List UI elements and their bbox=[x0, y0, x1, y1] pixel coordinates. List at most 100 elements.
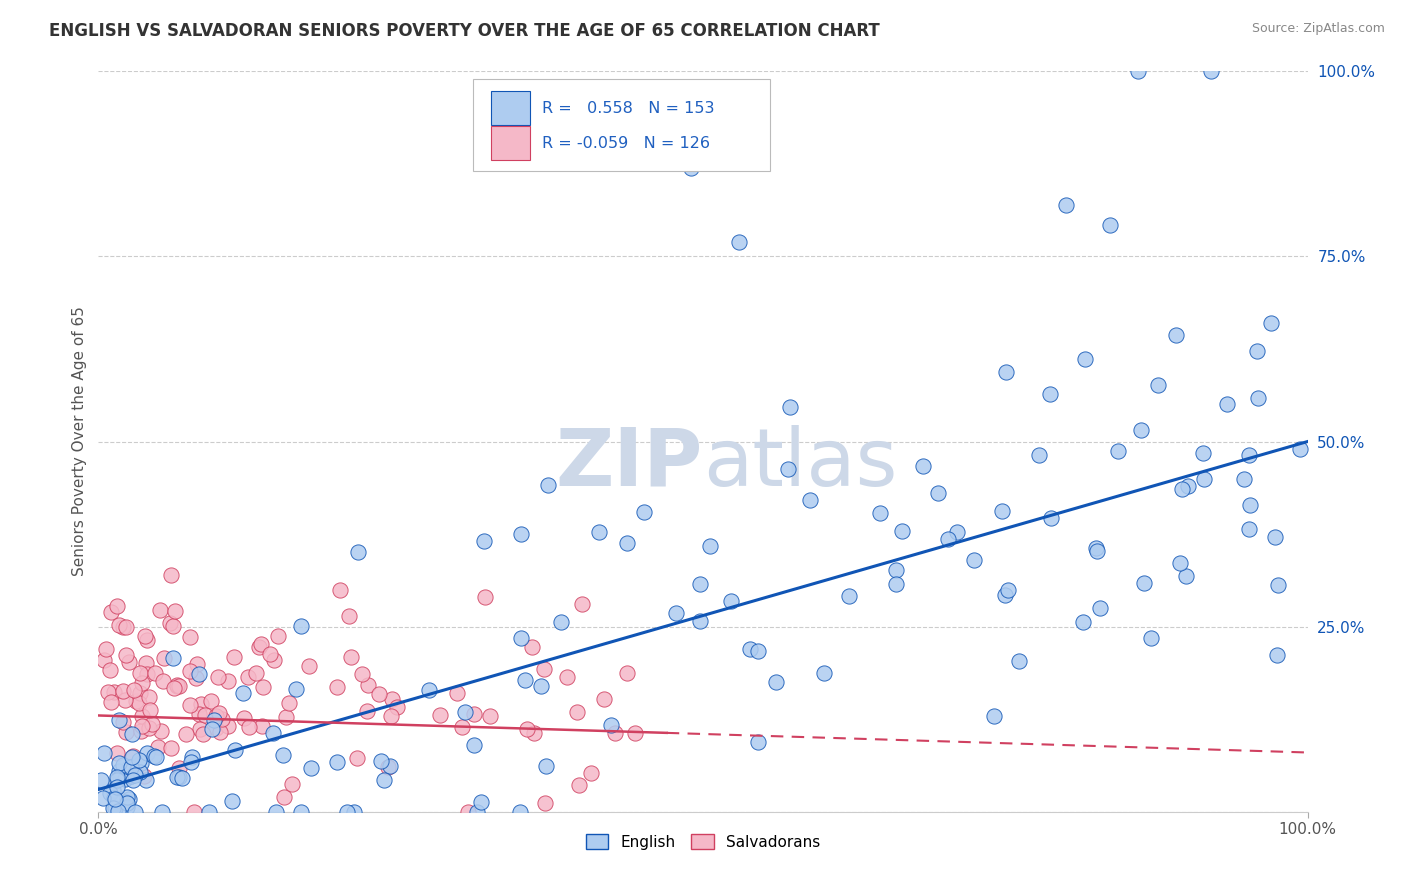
Point bbox=[1239, 498, 1261, 512]
Point bbox=[779, 401, 801, 415]
Point bbox=[259, 648, 281, 662]
Point bbox=[377, 759, 399, 773]
Point bbox=[98, 786, 121, 800]
Point bbox=[181, 749, 204, 764]
Point bbox=[997, 582, 1019, 597]
Point bbox=[107, 756, 129, 771]
Point bbox=[799, 492, 821, 507]
Point bbox=[911, 458, 934, 473]
Point bbox=[217, 674, 239, 689]
Point bbox=[202, 713, 225, 727]
Point bbox=[93, 653, 115, 667]
Point bbox=[245, 666, 267, 681]
Point bbox=[264, 805, 287, 819]
Point bbox=[385, 700, 408, 714]
Point bbox=[665, 606, 688, 620]
Point bbox=[208, 725, 231, 739]
Point bbox=[131, 719, 153, 733]
Point bbox=[537, 478, 560, 492]
Point bbox=[120, 760, 142, 774]
Point bbox=[232, 685, 254, 699]
Point bbox=[204, 721, 226, 735]
Point bbox=[336, 805, 359, 819]
Point bbox=[550, 615, 572, 630]
Point bbox=[838, 589, 860, 603]
Point bbox=[111, 619, 134, 633]
Point bbox=[510, 527, 533, 541]
Point bbox=[450, 720, 472, 734]
Point bbox=[284, 681, 307, 696]
Point bbox=[138, 703, 160, 717]
Point bbox=[890, 524, 912, 538]
Text: ZIP: ZIP bbox=[555, 425, 703, 503]
Point bbox=[1237, 448, 1260, 462]
Point bbox=[101, 801, 124, 815]
Point bbox=[159, 615, 181, 630]
Point bbox=[108, 714, 131, 728]
Point bbox=[1098, 218, 1121, 232]
Point bbox=[568, 778, 591, 792]
Point bbox=[162, 619, 184, 633]
Point bbox=[91, 791, 114, 805]
Point bbox=[991, 504, 1014, 518]
Point bbox=[188, 667, 211, 681]
Point bbox=[153, 651, 176, 665]
FancyBboxPatch shape bbox=[492, 126, 530, 161]
Point bbox=[472, 533, 495, 548]
Point bbox=[163, 604, 186, 618]
Point bbox=[1028, 448, 1050, 462]
Point bbox=[131, 709, 153, 723]
Point bbox=[1237, 522, 1260, 536]
Point bbox=[1088, 600, 1111, 615]
Point bbox=[1233, 472, 1256, 486]
Point bbox=[105, 770, 128, 784]
Point bbox=[1107, 444, 1129, 458]
Point bbox=[201, 722, 224, 736]
Point bbox=[994, 366, 1017, 380]
Point bbox=[191, 727, 214, 741]
Point bbox=[1073, 615, 1095, 629]
Point bbox=[135, 656, 157, 670]
Point bbox=[131, 675, 153, 690]
Point bbox=[605, 726, 627, 740]
Point bbox=[128, 753, 150, 767]
Text: atlas: atlas bbox=[703, 425, 897, 503]
Point bbox=[368, 687, 391, 701]
Point bbox=[143, 666, 166, 681]
Point bbox=[600, 718, 623, 732]
Point bbox=[100, 605, 122, 619]
Point bbox=[273, 790, 295, 805]
Point bbox=[186, 657, 208, 672]
Point bbox=[588, 524, 610, 539]
Point bbox=[1139, 631, 1161, 645]
Point bbox=[115, 790, 138, 805]
Point bbox=[152, 673, 174, 688]
Point bbox=[1260, 316, 1282, 330]
Point bbox=[1192, 472, 1215, 486]
Point bbox=[1247, 392, 1270, 406]
Point bbox=[747, 644, 769, 658]
Point bbox=[247, 640, 270, 654]
Point bbox=[163, 681, 186, 695]
Point bbox=[176, 727, 198, 741]
Point bbox=[167, 761, 190, 775]
Point bbox=[356, 704, 378, 718]
Point bbox=[207, 670, 229, 684]
Point bbox=[250, 637, 273, 651]
Point bbox=[138, 690, 160, 704]
Point bbox=[536, 758, 558, 772]
Point bbox=[233, 711, 256, 725]
Point bbox=[122, 773, 145, 788]
Text: Source: ZipAtlas.com: Source: ZipAtlas.com bbox=[1251, 22, 1385, 36]
Point bbox=[100, 695, 122, 709]
Point bbox=[446, 685, 468, 699]
Point bbox=[128, 765, 150, 780]
Point bbox=[179, 664, 201, 678]
Point bbox=[111, 757, 134, 772]
Point bbox=[183, 805, 205, 819]
Point bbox=[128, 696, 150, 710]
Point bbox=[474, 590, 496, 604]
FancyBboxPatch shape bbox=[492, 91, 530, 126]
Point bbox=[122, 749, 145, 764]
Point bbox=[117, 796, 139, 810]
